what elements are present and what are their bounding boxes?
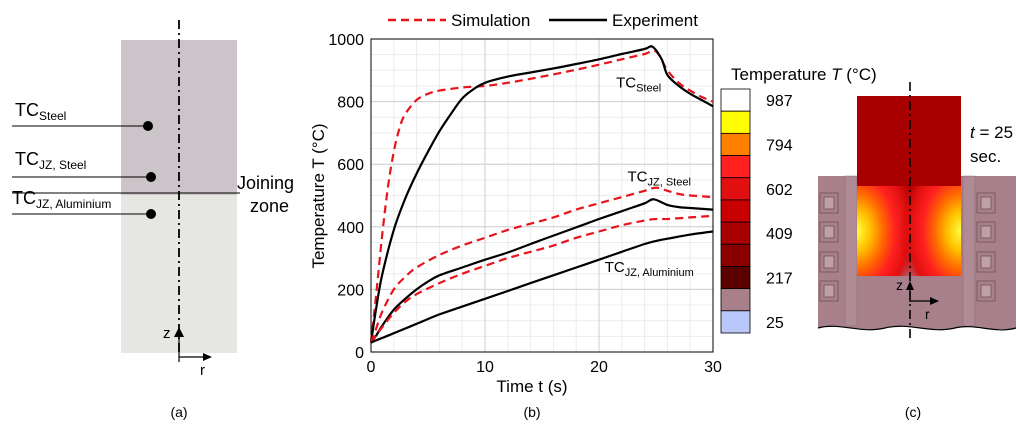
colorbar-swatch bbox=[720, 221, 751, 245]
coil-right bbox=[976, 192, 996, 302]
colorbar-swatch bbox=[720, 88, 751, 112]
tc-steel-label: TCSteel bbox=[15, 100, 66, 123]
caption-a: (a) bbox=[170, 404, 187, 420]
time-label-line1: t = 25 bbox=[970, 123, 1013, 142]
fe-model: z r bbox=[817, 82, 1017, 340]
x-tick-label: 0 bbox=[367, 359, 376, 376]
tc-jz-steel-label: TCJZ, Steel bbox=[15, 149, 86, 172]
colorbar-swatch bbox=[720, 177, 751, 201]
colorbar-swatch bbox=[720, 132, 751, 156]
colorbar-label: 987 bbox=[766, 93, 793, 110]
model-z-arrowhead bbox=[906, 281, 914, 290]
time-label-bg bbox=[962, 118, 1018, 170]
temperature-colorbar-labels: 987 794 602 409 217 25 bbox=[766, 93, 793, 332]
colorbar-swatch bbox=[720, 288, 751, 312]
model-r-label: r bbox=[925, 306, 930, 322]
colorbar-label: 25 bbox=[766, 315, 784, 332]
y-tick-label: 0 bbox=[355, 345, 364, 362]
joining-zone-label-2: zone bbox=[250, 196, 289, 216]
r-label: r bbox=[200, 362, 205, 379]
tool-left-wall bbox=[844, 175, 858, 327]
hot-zone-right bbox=[899, 186, 961, 276]
colorbar-swatch bbox=[720, 243, 751, 267]
joining-zone-label-1: Joining bbox=[237, 173, 294, 193]
series-tc-steel-simulation bbox=[369, 49, 714, 343]
series-tc-jz-aluminium-experiment bbox=[370, 230, 714, 344]
chart-annotations: TCSteel TCJZ, Steel TCJZ, Aluminium bbox=[605, 75, 694, 280]
chart-legend: Simulation Experiment bbox=[388, 11, 698, 30]
colorbar-label: 602 bbox=[766, 182, 793, 199]
caption-b: (b) bbox=[523, 404, 540, 420]
x-axis-title: Time t (s) bbox=[496, 377, 567, 396]
plot-frame bbox=[370, 38, 714, 353]
chart-series bbox=[369, 45, 714, 344]
model-r-arrowhead bbox=[930, 297, 939, 305]
temperature-colorbar bbox=[720, 88, 751, 334]
caption-c: (c) bbox=[905, 404, 921, 420]
y-tick-label: 400 bbox=[337, 220, 364, 237]
section-break-line bbox=[817, 325, 1017, 331]
y-axis-title: Temperature T (°C) bbox=[309, 123, 328, 268]
series-tc-steel-experiment bbox=[369, 45, 714, 343]
tool-right-wall bbox=[962, 175, 976, 327]
r-arrowhead bbox=[203, 353, 212, 361]
colorbar-label: 409 bbox=[766, 226, 793, 243]
colorbar-swatch bbox=[720, 199, 751, 223]
colorbar-swatch bbox=[720, 266, 751, 290]
x-tick-label: 10 bbox=[476, 359, 494, 376]
y-tick-label: 600 bbox=[337, 157, 364, 174]
panel-c: Temperature T (°C) 987 794 602 409 217 25 bbox=[720, 65, 1018, 420]
series-tc-jz-steel-experiment bbox=[370, 198, 714, 344]
colorbar-label: 794 bbox=[766, 137, 793, 154]
steel-part bbox=[857, 96, 961, 186]
colorbar-swatch bbox=[720, 310, 751, 334]
series-tc-jz-steel-simulation bbox=[369, 186, 714, 343]
colorbar-swatch bbox=[720, 110, 751, 134]
x-tick-label: 20 bbox=[590, 359, 608, 376]
chart-tick-labels: 0 10 20 30 0 200 400 600 800 1000 bbox=[328, 32, 722, 376]
annotation-label: TCSteel bbox=[616, 75, 661, 95]
tc-jz-aluminium-label: TCJZ, Aluminium bbox=[12, 188, 111, 211]
panel-a: TCSteel TCJZ, Steel TCJZ, Aluminium Join… bbox=[12, 20, 294, 420]
legend-simulation-label: Simulation bbox=[451, 11, 530, 30]
z-arrowhead bbox=[174, 327, 184, 337]
legend-experiment-label: Experiment bbox=[612, 11, 698, 30]
y-tick-label: 800 bbox=[337, 95, 364, 112]
chart-grid-minor bbox=[370, 38, 714, 353]
x-tick-label: 30 bbox=[704, 359, 722, 376]
annotation-label: TCJZ, Aluminium bbox=[605, 259, 694, 279]
time-label-line2: sec. bbox=[970, 147, 1001, 166]
tc-jz-aluminium-point bbox=[146, 209, 156, 219]
coil-left bbox=[819, 192, 839, 302]
y-tick-label: 1000 bbox=[328, 32, 364, 49]
panel-b-chart: 0 10 20 30 0 200 400 600 800 1000 TCSteel TCJZ, St… bbox=[309, 11, 722, 420]
legend-title: Temperature T (°C) bbox=[731, 65, 877, 84]
model-z-label: z bbox=[896, 277, 903, 293]
colorbar-swatch bbox=[720, 155, 751, 179]
tc-steel-point bbox=[143, 121, 153, 131]
annotation-label: TCJZ, Steel bbox=[628, 168, 691, 188]
colorbar-label: 217 bbox=[766, 271, 793, 288]
tc-jz-steel-point bbox=[146, 172, 156, 182]
z-label: z bbox=[163, 325, 171, 342]
y-tick-label: 200 bbox=[337, 282, 364, 299]
series-tc-jz-aluminium-simulation bbox=[370, 214, 714, 344]
